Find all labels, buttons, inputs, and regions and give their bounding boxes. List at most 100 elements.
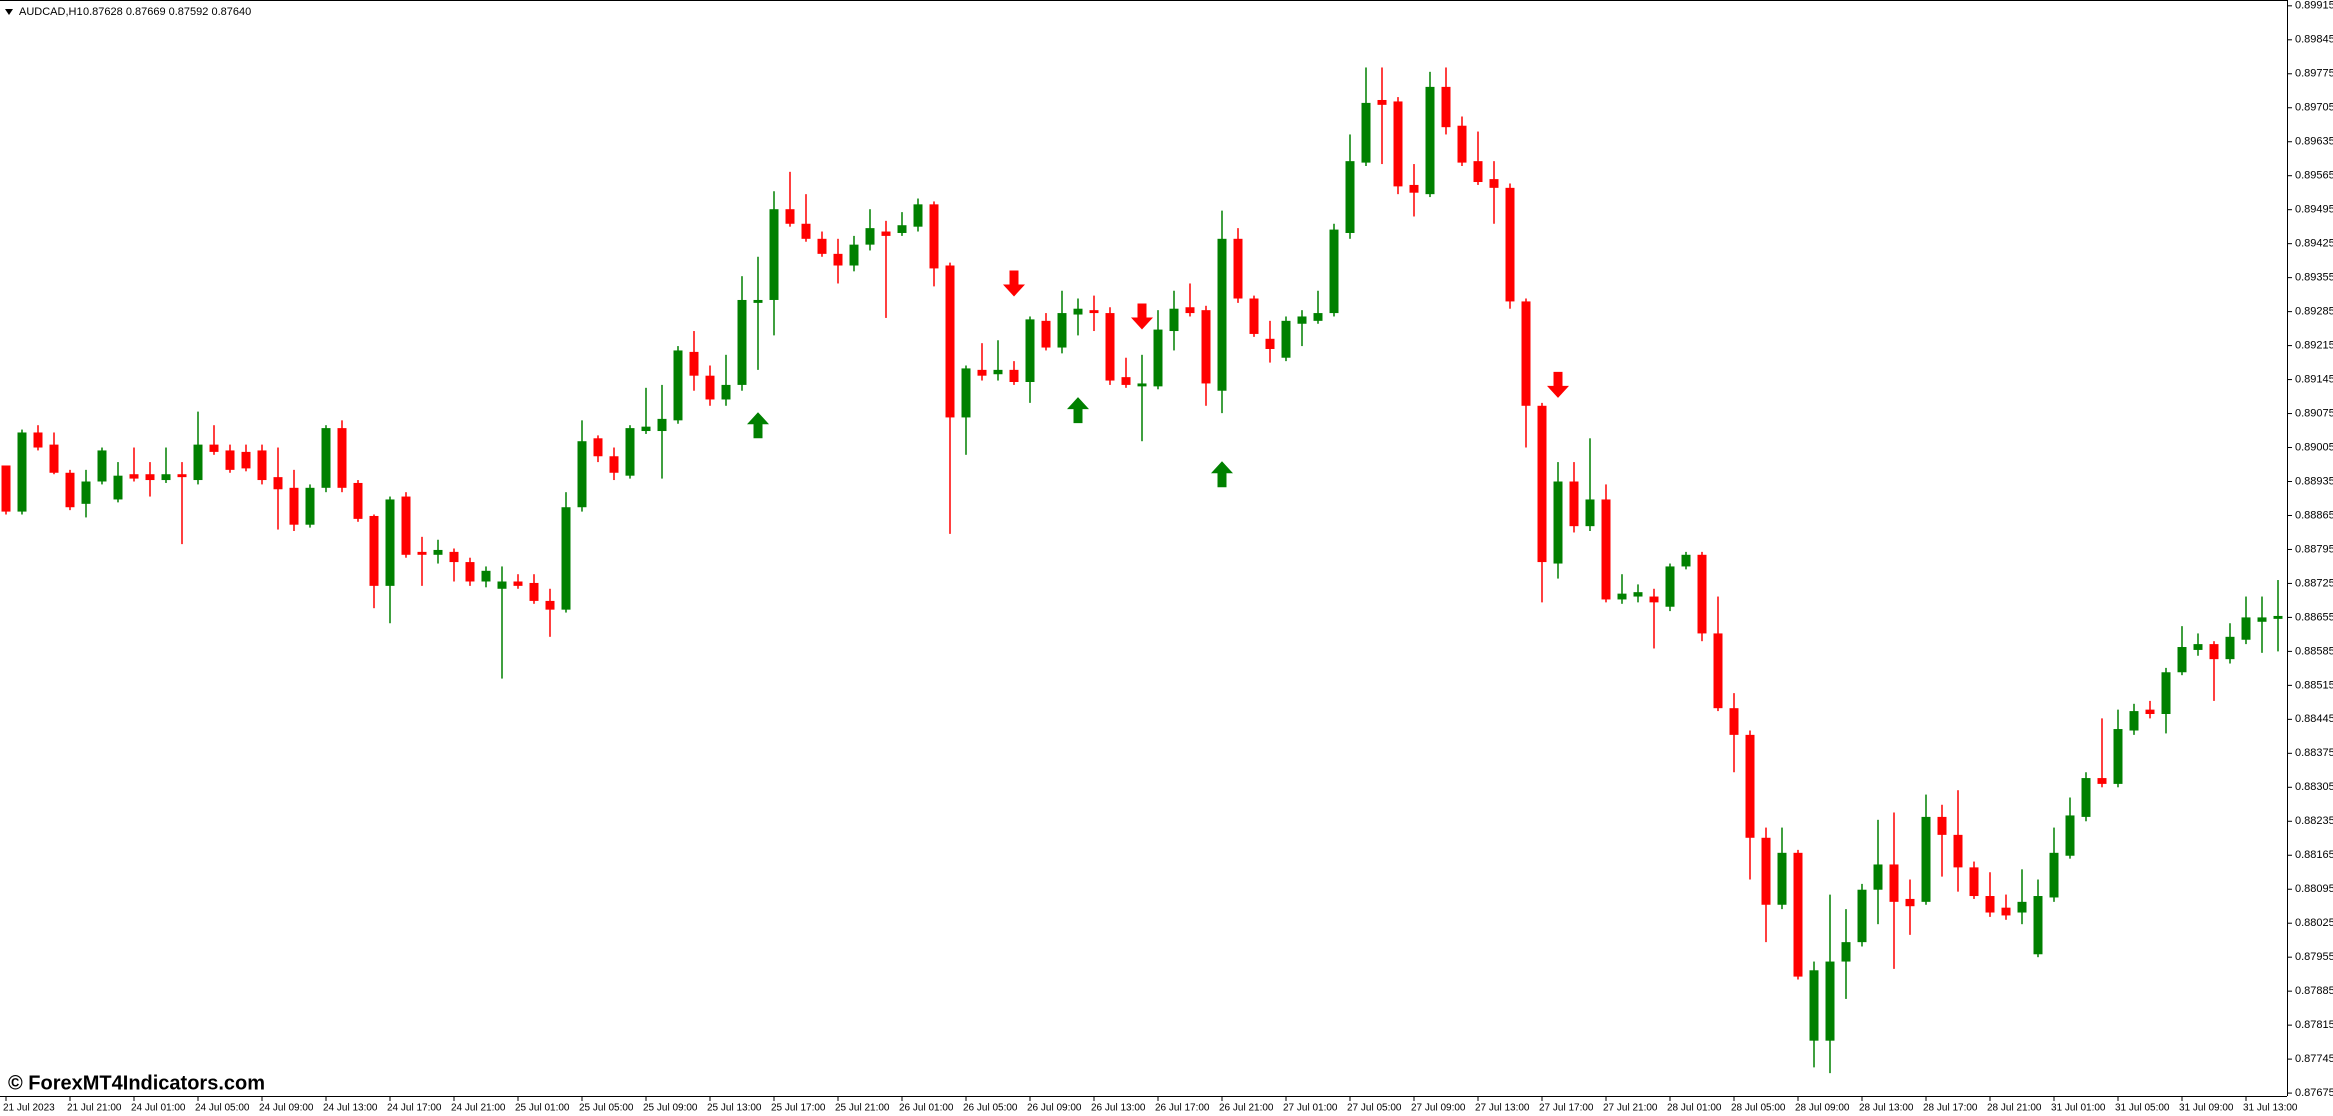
y-tick-label: 0.89495 — [2295, 204, 2333, 216]
candle-body — [241, 451, 251, 469]
candle-body — [321, 428, 331, 488]
candle-body — [433, 549, 443, 555]
x-tick-label: 27 Jul 13:00 — [1475, 1103, 1530, 1114]
candle-body — [497, 581, 507, 589]
candle-body — [1, 465, 11, 512]
x-tick-label: 31 Jul 05:00 — [2115, 1103, 2170, 1114]
candle-body — [1553, 481, 1563, 564]
candle-body — [1233, 238, 1243, 299]
candle-body — [1121, 377, 1131, 385]
candle-body — [817, 238, 827, 254]
x-tick-label: 25 Jul 01:00 — [515, 1103, 570, 1114]
candle-body — [1809, 970, 1819, 1041]
x-tick-label: 28 Jul 21:00 — [1987, 1103, 2042, 1114]
candle-body — [2257, 617, 2267, 622]
candle-body — [1665, 566, 1675, 607]
x-tick-label: 26 Jul 13:00 — [1091, 1103, 1146, 1114]
x-tick-label: 26 Jul 17:00 — [1155, 1103, 1210, 1114]
y-tick-label: 0.89285 — [2295, 306, 2333, 318]
x-tick-label: 24 Jul 17:00 — [387, 1103, 442, 1114]
candle-body — [1841, 942, 1851, 962]
candle-body — [1825, 961, 1835, 1041]
y-tick-label: 0.89565 — [2295, 170, 2333, 182]
y-tick-label: 0.88025 — [2295, 917, 2333, 929]
down-arrow — [1003, 270, 1025, 297]
candle-body — [753, 299, 763, 303]
candle-body — [353, 482, 363, 519]
candle-body — [1489, 179, 1499, 188]
candle-body — [1441, 86, 1451, 128]
candle-body — [1185, 307, 1195, 314]
candle-body — [2273, 615, 2283, 619]
candle-body — [1073, 308, 1083, 315]
candle-body — [1697, 554, 1707, 634]
candle-body — [1521, 301, 1531, 406]
candle-body — [1153, 329, 1163, 387]
candle-body — [609, 456, 619, 473]
candle-body — [513, 581, 523, 586]
candle-body — [961, 368, 971, 418]
candle-body — [1889, 864, 1899, 902]
y-tick-label: 0.88515 — [2295, 679, 2333, 691]
candle-body — [1201, 310, 1211, 384]
y-tick-label: 0.89005 — [2295, 441, 2333, 453]
x-tick-label: 28 Jul 09:00 — [1795, 1103, 1850, 1114]
candle-body — [385, 499, 395, 586]
candle-body — [1537, 405, 1547, 563]
candle-body — [209, 444, 219, 452]
candle-body — [465, 562, 475, 582]
x-tick-label: 24 Jul 09:00 — [259, 1103, 314, 1114]
candle-body — [1905, 898, 1915, 907]
y-tick-label: 0.88935 — [2295, 475, 2333, 487]
candle-body — [993, 369, 1003, 375]
x-tick-label: 26 Jul 21:00 — [1219, 1103, 1274, 1114]
y-tick-label: 0.89215 — [2295, 340, 2333, 352]
candle-body — [1473, 161, 1483, 183]
candle-body — [1009, 369, 1019, 382]
x-tick-label: 26 Jul 09:00 — [1027, 1103, 1082, 1114]
candle-body — [369, 515, 379, 586]
y-tick-label: 0.88585 — [2295, 645, 2333, 657]
x-tick-label: 28 Jul 05:00 — [1731, 1103, 1786, 1114]
y-tick-label: 0.88655 — [2295, 611, 2333, 623]
candle-body — [977, 369, 987, 376]
x-tick-label: 25 Jul 13:00 — [707, 1103, 762, 1114]
candle-body — [1953, 834, 1963, 868]
y-tick-label: 0.88235 — [2295, 815, 2333, 827]
y-tick-label: 0.87675 — [2295, 1087, 2333, 1099]
x-tick-label: 25 Jul 09:00 — [643, 1103, 698, 1114]
candle-body — [449, 551, 459, 563]
x-tick-label: 24 Jul 21:00 — [451, 1103, 506, 1114]
candle-body — [225, 450, 235, 470]
candle-body — [2145, 709, 2155, 715]
x-tick-label: 27 Jul 01:00 — [1283, 1103, 1338, 1114]
candle-body — [1729, 708, 1739, 735]
candle-body — [1249, 298, 1259, 334]
candle-body — [849, 244, 859, 266]
y-tick-label: 0.89425 — [2295, 238, 2333, 250]
candle-body — [273, 477, 283, 490]
candle-body — [2193, 644, 2203, 650]
candle-body — [481, 570, 491, 582]
candle-body — [929, 204, 939, 269]
y-tick-label: 0.89775 — [2295, 68, 2333, 80]
candle-body — [1857, 889, 1867, 943]
quote-subtitle: 0.87628 0.87669 0.87592 0.87640 — [83, 6, 251, 18]
candle-body — [2001, 907, 2011, 916]
y-tick-label: 0.88865 — [2295, 509, 2333, 521]
y-tick-label: 0.89845 — [2295, 34, 2333, 46]
y-tick-label: 0.88375 — [2295, 747, 2333, 759]
candle-body — [2241, 617, 2251, 640]
candle-body — [721, 384, 731, 400]
y-tick-label: 0.89145 — [2295, 373, 2333, 385]
candle-body — [2177, 647, 2187, 673]
y-tick-label: 0.88445 — [2295, 713, 2333, 725]
candle-body — [689, 351, 699, 376]
candle-body — [593, 438, 603, 457]
candle-body — [801, 223, 811, 239]
candle-body — [1985, 896, 1995, 913]
y-tick-label: 0.89075 — [2295, 407, 2333, 419]
candle-body — [1633, 592, 1643, 597]
